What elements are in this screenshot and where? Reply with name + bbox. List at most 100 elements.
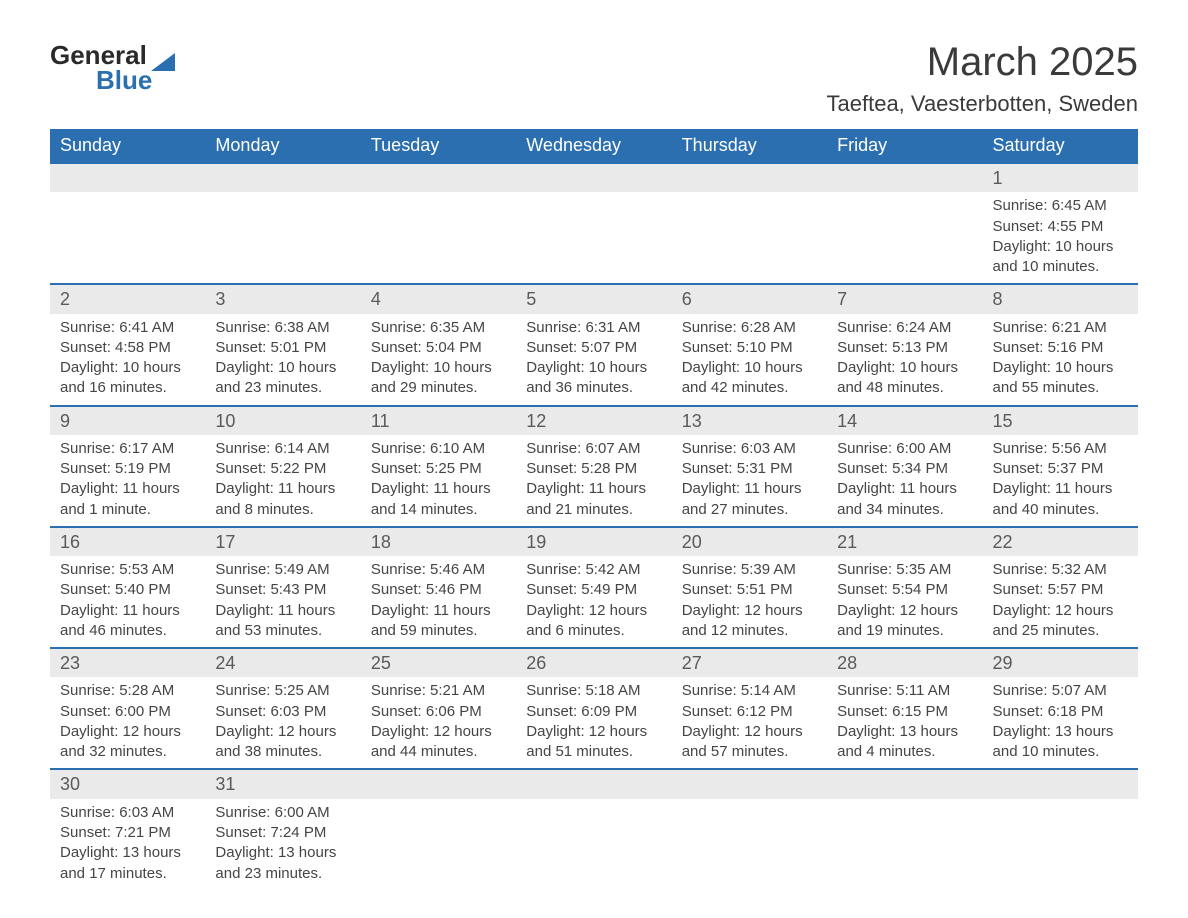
- daylight-text: Daylight: 12 hours and 25 minutes.: [993, 601, 1128, 642]
- weekday-header: Sunday: [50, 129, 205, 163]
- daylight-text: Daylight: 11 hours and 14 minutes.: [371, 479, 506, 520]
- day-number-cell: 28: [827, 648, 982, 677]
- day-data-cell: [827, 192, 982, 284]
- day-number-row: 23242526272829: [50, 648, 1138, 677]
- day-number-cell: [827, 769, 982, 798]
- daylight-text: Daylight: 12 hours and 57 minutes.: [682, 722, 817, 763]
- day-number-cell: 16: [50, 527, 205, 556]
- day-data-cell: [361, 799, 516, 890]
- day-number-cell: 3: [205, 284, 360, 313]
- weekday-header: Wednesday: [516, 129, 671, 163]
- sunrise-text: Sunrise: 5:18 AM: [526, 681, 661, 701]
- day-data-cell: Sunrise: 5:18 AMSunset: 6:09 PMDaylight:…: [516, 677, 671, 769]
- logo-triangle-icon: [151, 53, 175, 71]
- day-data-cell: Sunrise: 5:11 AMSunset: 6:15 PMDaylight:…: [827, 677, 982, 769]
- sunrise-text: Sunrise: 6:45 AM: [993, 196, 1128, 216]
- sunrise-text: Sunrise: 6:31 AM: [526, 318, 661, 338]
- day-number-cell: 23: [50, 648, 205, 677]
- daylight-text: Daylight: 12 hours and 32 minutes.: [60, 722, 195, 763]
- daylight-text: Daylight: 10 hours and 16 minutes.: [60, 358, 195, 399]
- day-number-cell: 15: [983, 406, 1138, 435]
- weekday-header: Friday: [827, 129, 982, 163]
- day-number-row: 16171819202122: [50, 527, 1138, 556]
- day-data-cell: Sunrise: 5:46 AMSunset: 5:46 PMDaylight:…: [361, 556, 516, 648]
- sunrise-text: Sunrise: 6:41 AM: [60, 318, 195, 338]
- day-data-cell: Sunrise: 5:35 AMSunset: 5:54 PMDaylight:…: [827, 556, 982, 648]
- daylight-text: Daylight: 11 hours and 53 minutes.: [215, 601, 350, 642]
- day-data-cell: Sunrise: 5:39 AMSunset: 5:51 PMDaylight:…: [672, 556, 827, 648]
- sunrise-text: Sunrise: 5:32 AM: [993, 560, 1128, 580]
- daylight-text: Daylight: 12 hours and 6 minutes.: [526, 601, 661, 642]
- day-data-cell: Sunrise: 6:17 AMSunset: 5:19 PMDaylight:…: [50, 435, 205, 527]
- day-number-cell: 24: [205, 648, 360, 677]
- sunrise-text: Sunrise: 5:35 AM: [837, 560, 972, 580]
- weekday-header: Saturday: [983, 129, 1138, 163]
- sunset-text: Sunset: 5:49 PM: [526, 580, 661, 600]
- day-number-cell: [983, 769, 1138, 798]
- sunset-text: Sunset: 5:01 PM: [215, 338, 350, 358]
- sunset-text: Sunset: 5:22 PM: [215, 459, 350, 479]
- header: General Blue March 2025 Taeftea, Vaester…: [50, 40, 1138, 117]
- sunset-text: Sunset: 6:00 PM: [60, 702, 195, 722]
- day-data-cell: Sunrise: 5:07 AMSunset: 6:18 PMDaylight:…: [983, 677, 1138, 769]
- day-number-cell: 18: [361, 527, 516, 556]
- sunset-text: Sunset: 6:12 PM: [682, 702, 817, 722]
- daylight-text: Daylight: 13 hours and 4 minutes.: [837, 722, 972, 763]
- day-data-cell: Sunrise: 6:35 AMSunset: 5:04 PMDaylight:…: [361, 314, 516, 406]
- day-data-cell: [827, 799, 982, 890]
- day-number-cell: 29: [983, 648, 1138, 677]
- daylight-text: Daylight: 10 hours and 36 minutes.: [526, 358, 661, 399]
- daylight-text: Daylight: 13 hours and 23 minutes.: [215, 843, 350, 884]
- sunset-text: Sunset: 5:40 PM: [60, 580, 195, 600]
- day-data-cell: [50, 192, 205, 284]
- day-data-cell: Sunrise: 6:14 AMSunset: 5:22 PMDaylight:…: [205, 435, 360, 527]
- sunset-text: Sunset: 4:58 PM: [60, 338, 195, 358]
- day-data-row: Sunrise: 6:45 AMSunset: 4:55 PMDaylight:…: [50, 192, 1138, 284]
- day-data-cell: [205, 192, 360, 284]
- sunrise-text: Sunrise: 5:07 AM: [993, 681, 1128, 701]
- daylight-text: Daylight: 11 hours and 8 minutes.: [215, 479, 350, 520]
- sunset-text: Sunset: 5:25 PM: [371, 459, 506, 479]
- day-data-cell: Sunrise: 6:31 AMSunset: 5:07 PMDaylight:…: [516, 314, 671, 406]
- sunset-text: Sunset: 6:03 PM: [215, 702, 350, 722]
- day-data-cell: [516, 192, 671, 284]
- day-data-cell: [672, 799, 827, 890]
- day-data-row: Sunrise: 6:17 AMSunset: 5:19 PMDaylight:…: [50, 435, 1138, 527]
- sunset-text: Sunset: 5:28 PM: [526, 459, 661, 479]
- sunset-text: Sunset: 5:34 PM: [837, 459, 972, 479]
- day-number-cell: [50, 163, 205, 192]
- sunrise-text: Sunrise: 6:00 AM: [837, 439, 972, 459]
- day-data-cell: Sunrise: 6:41 AMSunset: 4:58 PMDaylight:…: [50, 314, 205, 406]
- sunset-text: Sunset: 5:10 PM: [682, 338, 817, 358]
- sunset-text: Sunset: 5:13 PM: [837, 338, 972, 358]
- sunset-text: Sunset: 5:57 PM: [993, 580, 1128, 600]
- sunrise-text: Sunrise: 6:24 AM: [837, 318, 972, 338]
- logo: General Blue: [50, 40, 175, 96]
- sunset-text: Sunset: 5:04 PM: [371, 338, 506, 358]
- day-data-cell: Sunrise: 6:00 AMSunset: 5:34 PMDaylight:…: [827, 435, 982, 527]
- sunset-text: Sunset: 5:46 PM: [371, 580, 506, 600]
- sunset-text: Sunset: 5:19 PM: [60, 459, 195, 479]
- day-number-cell: 20: [672, 527, 827, 556]
- day-number-cell: 12: [516, 406, 671, 435]
- sunrise-text: Sunrise: 5:28 AM: [60, 681, 195, 701]
- sunrise-text: Sunrise: 6:21 AM: [993, 318, 1128, 338]
- day-data-cell: Sunrise: 5:14 AMSunset: 6:12 PMDaylight:…: [672, 677, 827, 769]
- daylight-text: Daylight: 11 hours and 21 minutes.: [526, 479, 661, 520]
- daylight-text: Daylight: 10 hours and 23 minutes.: [215, 358, 350, 399]
- day-number-cell: [361, 163, 516, 192]
- sunrise-text: Sunrise: 6:07 AM: [526, 439, 661, 459]
- day-number-cell: 30: [50, 769, 205, 798]
- sunset-text: Sunset: 5:31 PM: [682, 459, 817, 479]
- day-number-cell: [672, 769, 827, 798]
- sunrise-text: Sunrise: 6:14 AM: [215, 439, 350, 459]
- day-data-row: Sunrise: 6:41 AMSunset: 4:58 PMDaylight:…: [50, 314, 1138, 406]
- sunset-text: Sunset: 6:15 PM: [837, 702, 972, 722]
- daylight-text: Daylight: 12 hours and 12 minutes.: [682, 601, 817, 642]
- day-number-cell: 9: [50, 406, 205, 435]
- weekday-header: Monday: [205, 129, 360, 163]
- sunrise-text: Sunrise: 5:25 AM: [215, 681, 350, 701]
- daylight-text: Daylight: 13 hours and 10 minutes.: [993, 722, 1128, 763]
- sunset-text: Sunset: 7:24 PM: [215, 823, 350, 843]
- day-number-cell: 25: [361, 648, 516, 677]
